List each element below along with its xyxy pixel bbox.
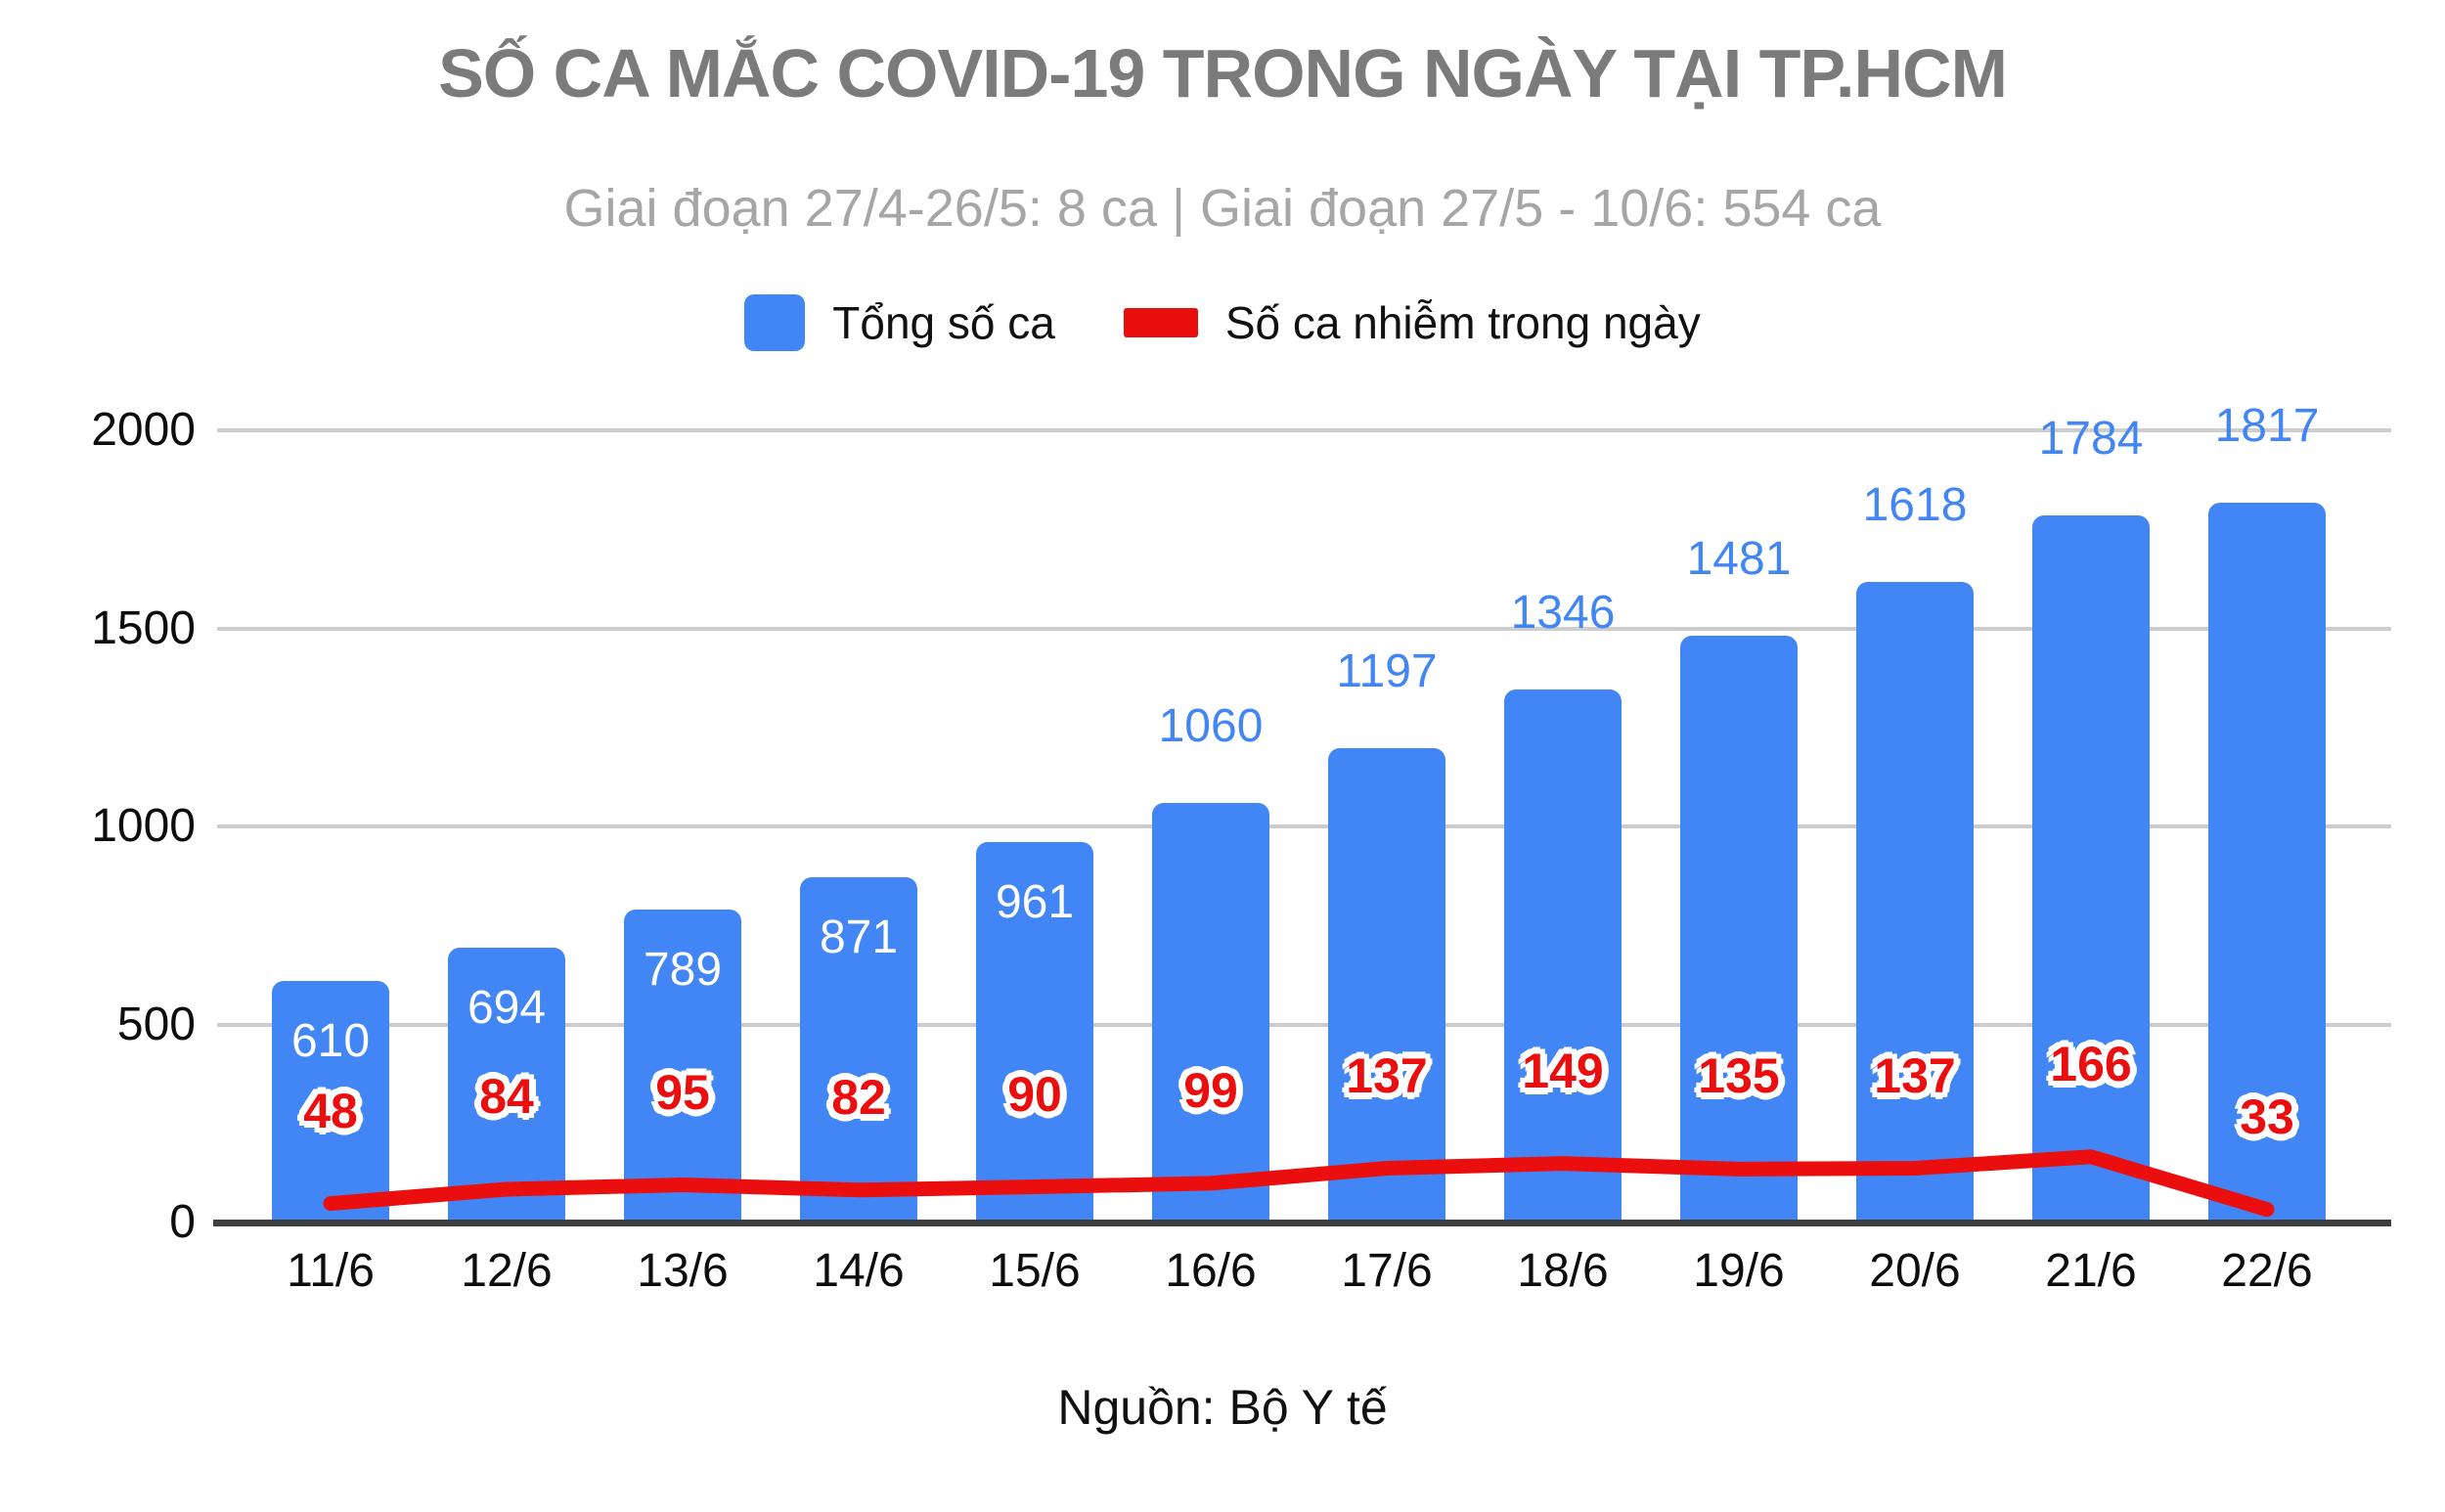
daily-value-label-15/6: 90: [1007, 1066, 1062, 1122]
y-tick-label-1000: 1000: [91, 800, 196, 852]
bar-21/6: [2032, 515, 2150, 1223]
bar-value-label-22/6: 1817: [2214, 400, 2320, 453]
source-note: Nguồn: Bộ Y tế: [1057, 1380, 1388, 1435]
x-axis-line: [213, 1220, 2391, 1226]
x-tick-label-16/6: 16/6: [1165, 1245, 1257, 1297]
bar-17/6: [1328, 748, 1445, 1223]
daily-value-label-13/6: 95: [655, 1064, 710, 1120]
line-series-swatch-icon: [1123, 308, 1198, 337]
bar-20/6: [1856, 581, 1974, 1223]
legend-item-total-cases: Tổng số ca: [744, 294, 1055, 351]
daily-value-label-12/6: 84: [479, 1068, 534, 1124]
bar-16/6: [1152, 802, 1269, 1223]
legend-label-daily-cases: Số ca nhiễm trong ngày: [1224, 297, 1701, 348]
x-tick-label-14/6: 14/6: [813, 1245, 905, 1297]
bar-value-label-18/6: 1346: [1510, 586, 1616, 639]
bar-value-label-13/6: 789: [643, 944, 723, 997]
daily-value-label-16/6: 99: [1183, 1062, 1238, 1118]
bar-value-label-17/6: 1197: [1336, 645, 1438, 698]
daily-value-label-17/6: 137: [1346, 1047, 1428, 1103]
bar-value-label-20/6: 1618: [1862, 478, 1968, 531]
daily-value-label-22/6: 33: [2240, 1089, 2294, 1144]
bar-19/6: [1680, 636, 1798, 1223]
x-tick-label-13/6: 13/6: [637, 1245, 729, 1297]
x-tick-label-19/6: 19/6: [1693, 1245, 1785, 1297]
bar-value-label-21/6: 1784: [2038, 413, 2144, 466]
x-tick-label-12/6: 12/6: [461, 1245, 553, 1297]
daily-value-label-20/6: 137: [1874, 1047, 1956, 1103]
y-tick-label-2000: 2000: [91, 404, 196, 456]
daily-value-label-11/6: 48: [303, 1083, 358, 1138]
y-tick-label-0: 0: [169, 1196, 196, 1248]
gridline-1500: [217, 626, 2391, 631]
x-tick-label-21/6: 21/6: [2045, 1245, 2137, 1297]
x-tick-label-18/6: 18/6: [1517, 1245, 1609, 1297]
legend-item-daily-cases: Số ca nhiễm trong ngày: [1123, 297, 1701, 348]
bar-value-label-16/6: 1060: [1158, 699, 1264, 752]
chart-subtitle: Giai đoạn 27/4-26/5: 8 ca | Giai đoạn 27…: [563, 179, 1882, 238]
bar-18/6: [1504, 689, 1622, 1223]
chart-title: SỐ CA MẮC COVID-19 TRONG NGÀY TẠI TP.HCM: [438, 35, 2008, 111]
bar-value-label-19/6: 1481: [1686, 533, 1792, 586]
bar-series-swatch-icon: [744, 294, 806, 351]
daily-value-label-14/6: 82: [831, 1069, 886, 1125]
x-tick-label-15/6: 15/6: [989, 1245, 1081, 1297]
gridline-1000: [217, 824, 2391, 828]
x-tick-label-11/6: 11/6: [287, 1245, 375, 1297]
legend: Tổng số ca Số ca nhiễm trong ngày: [0, 291, 2445, 354]
y-tick-label-1500: 1500: [91, 601, 196, 654]
gridline-500: [217, 1022, 2391, 1027]
daily-value-label-18/6: 149: [1522, 1043, 1604, 1098]
bar-value-label-15/6: 961: [995, 875, 1075, 928]
y-tick-label-500: 500: [116, 998, 196, 1050]
legend-label-total-cases: Tổng số ca: [832, 297, 1055, 348]
gridline-2000: [217, 428, 2391, 432]
x-tick-label-17/6: 17/6: [1341, 1245, 1433, 1297]
daily-value-label-19/6: 135: [1698, 1048, 1780, 1104]
bar-value-label-12/6: 694: [467, 981, 547, 1034]
x-tick-label-22/6: 22/6: [2221, 1245, 2313, 1297]
bar-value-label-14/6: 871: [819, 912, 899, 964]
daily-value-label-21/6: 166: [2050, 1036, 2132, 1091]
bar-value-label-11/6: 610: [290, 1014, 371, 1067]
bar-22/6: [2208, 503, 2326, 1223]
x-tick-label-20/6: 20/6: [1869, 1245, 1961, 1297]
